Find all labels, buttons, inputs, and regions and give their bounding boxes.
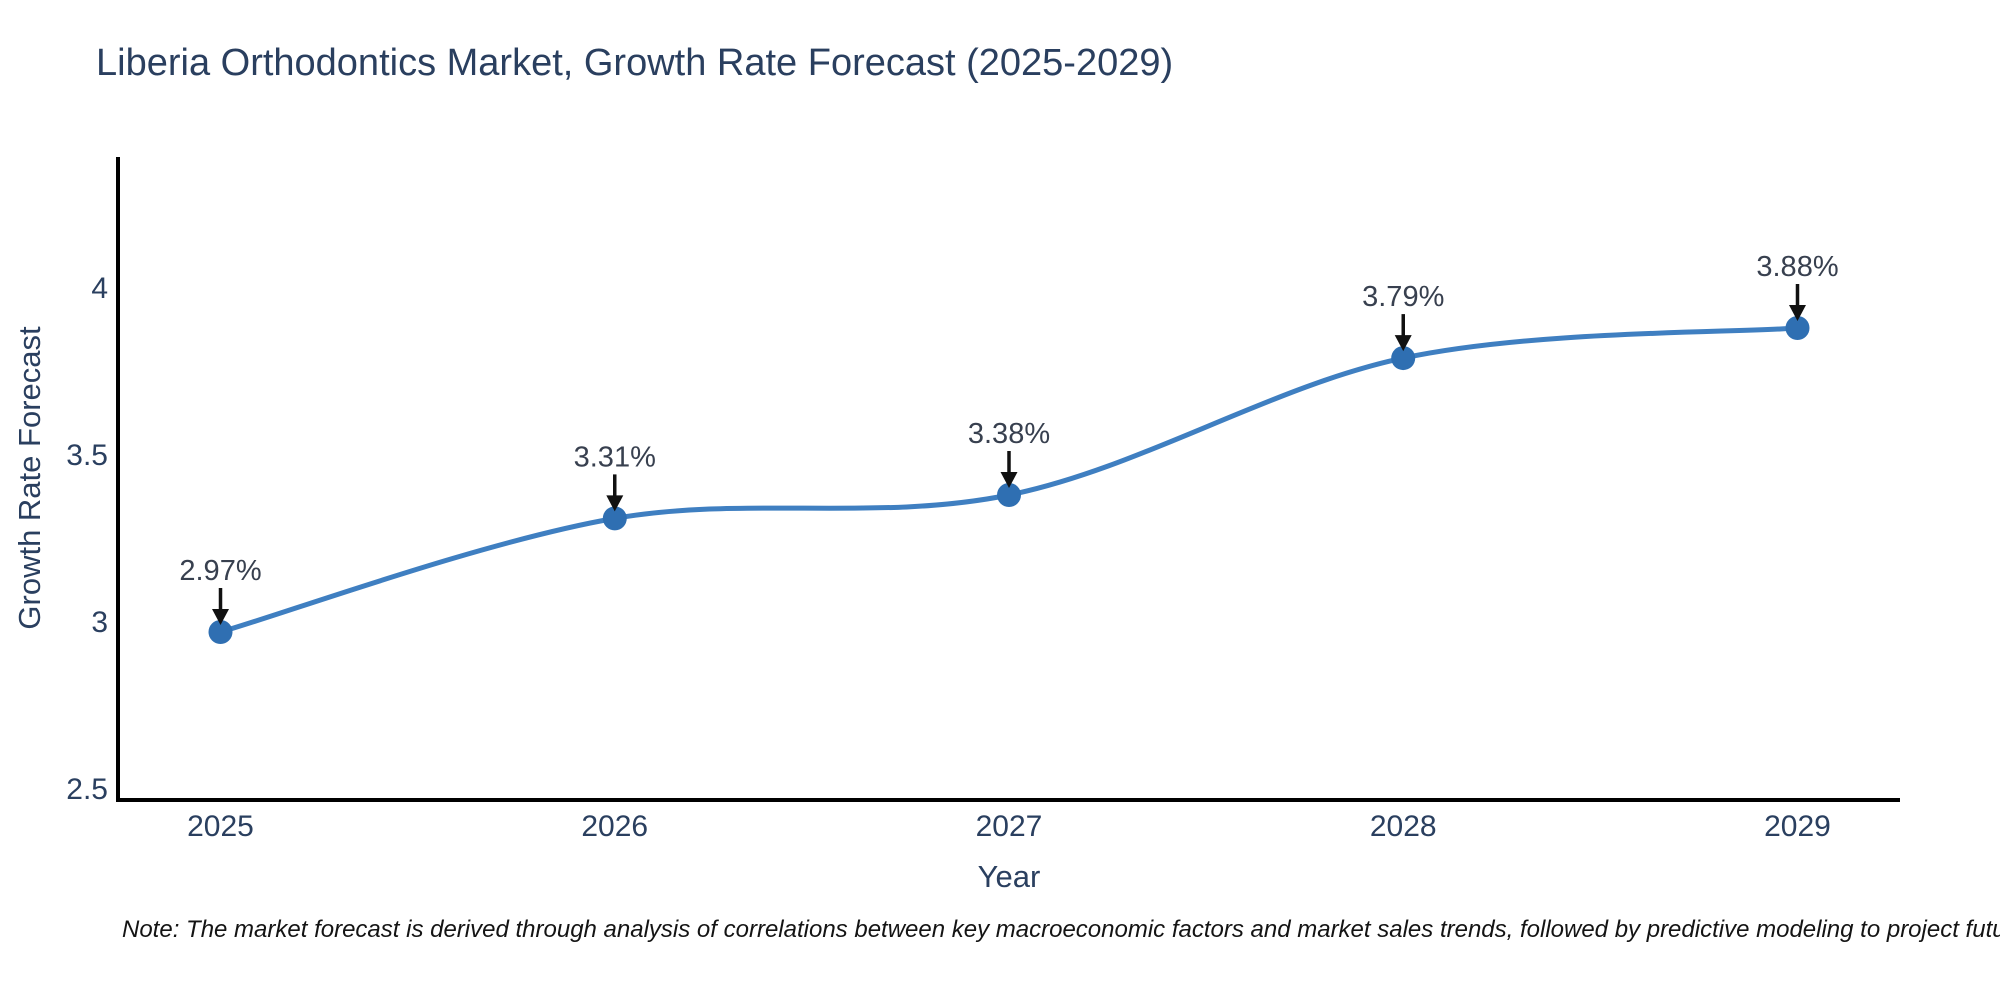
data-point-label: 3.38%	[968, 418, 1050, 450]
y-tick-label: 3	[91, 606, 108, 639]
x-tick-label: 2027	[976, 810, 1043, 843]
annotation-arrowhead-icon	[1789, 305, 1806, 321]
data-point-label: 3.88%	[1756, 251, 1838, 283]
y-tick-label: 2.5	[66, 773, 108, 806]
annotation-arrowhead-icon	[212, 609, 229, 625]
data-point-marker[interactable]	[208, 620, 233, 644]
chart-title: Liberia Orthodontics Market, Growth Rate…	[96, 42, 1174, 84]
annotation-arrowhead-icon	[1394, 335, 1412, 352]
y-tick-label: 3.5	[66, 439, 108, 472]
x-tick-label: 2025	[187, 810, 254, 843]
data-point-marker[interactable]	[602, 506, 627, 531]
x-axis-title: Year	[977, 859, 1041, 894]
data-point-label: 3.31%	[574, 441, 656, 473]
x-tick-label: 2028	[1370, 810, 1437, 843]
data-point-marker[interactable]	[1391, 346, 1416, 371]
data-point-label: 3.79%	[1362, 281, 1444, 313]
annotation-arrowhead-icon	[606, 495, 624, 512]
data-point-label: 2.97%	[179, 555, 261, 587]
axis-lines	[116, 157, 1900, 802]
x-tick-label: 2026	[581, 810, 648, 843]
data-point-marker[interactable]	[1785, 316, 1810, 340]
x-tick-label: 2029	[1764, 810, 1831, 843]
data-point-marker[interactable]	[997, 483, 1021, 507]
y-tick-label: 4	[91, 272, 108, 305]
annotation-arrowhead-icon	[1000, 472, 1018, 488]
footnote: Note: The market forecast is derived thr…	[122, 916, 2000, 943]
